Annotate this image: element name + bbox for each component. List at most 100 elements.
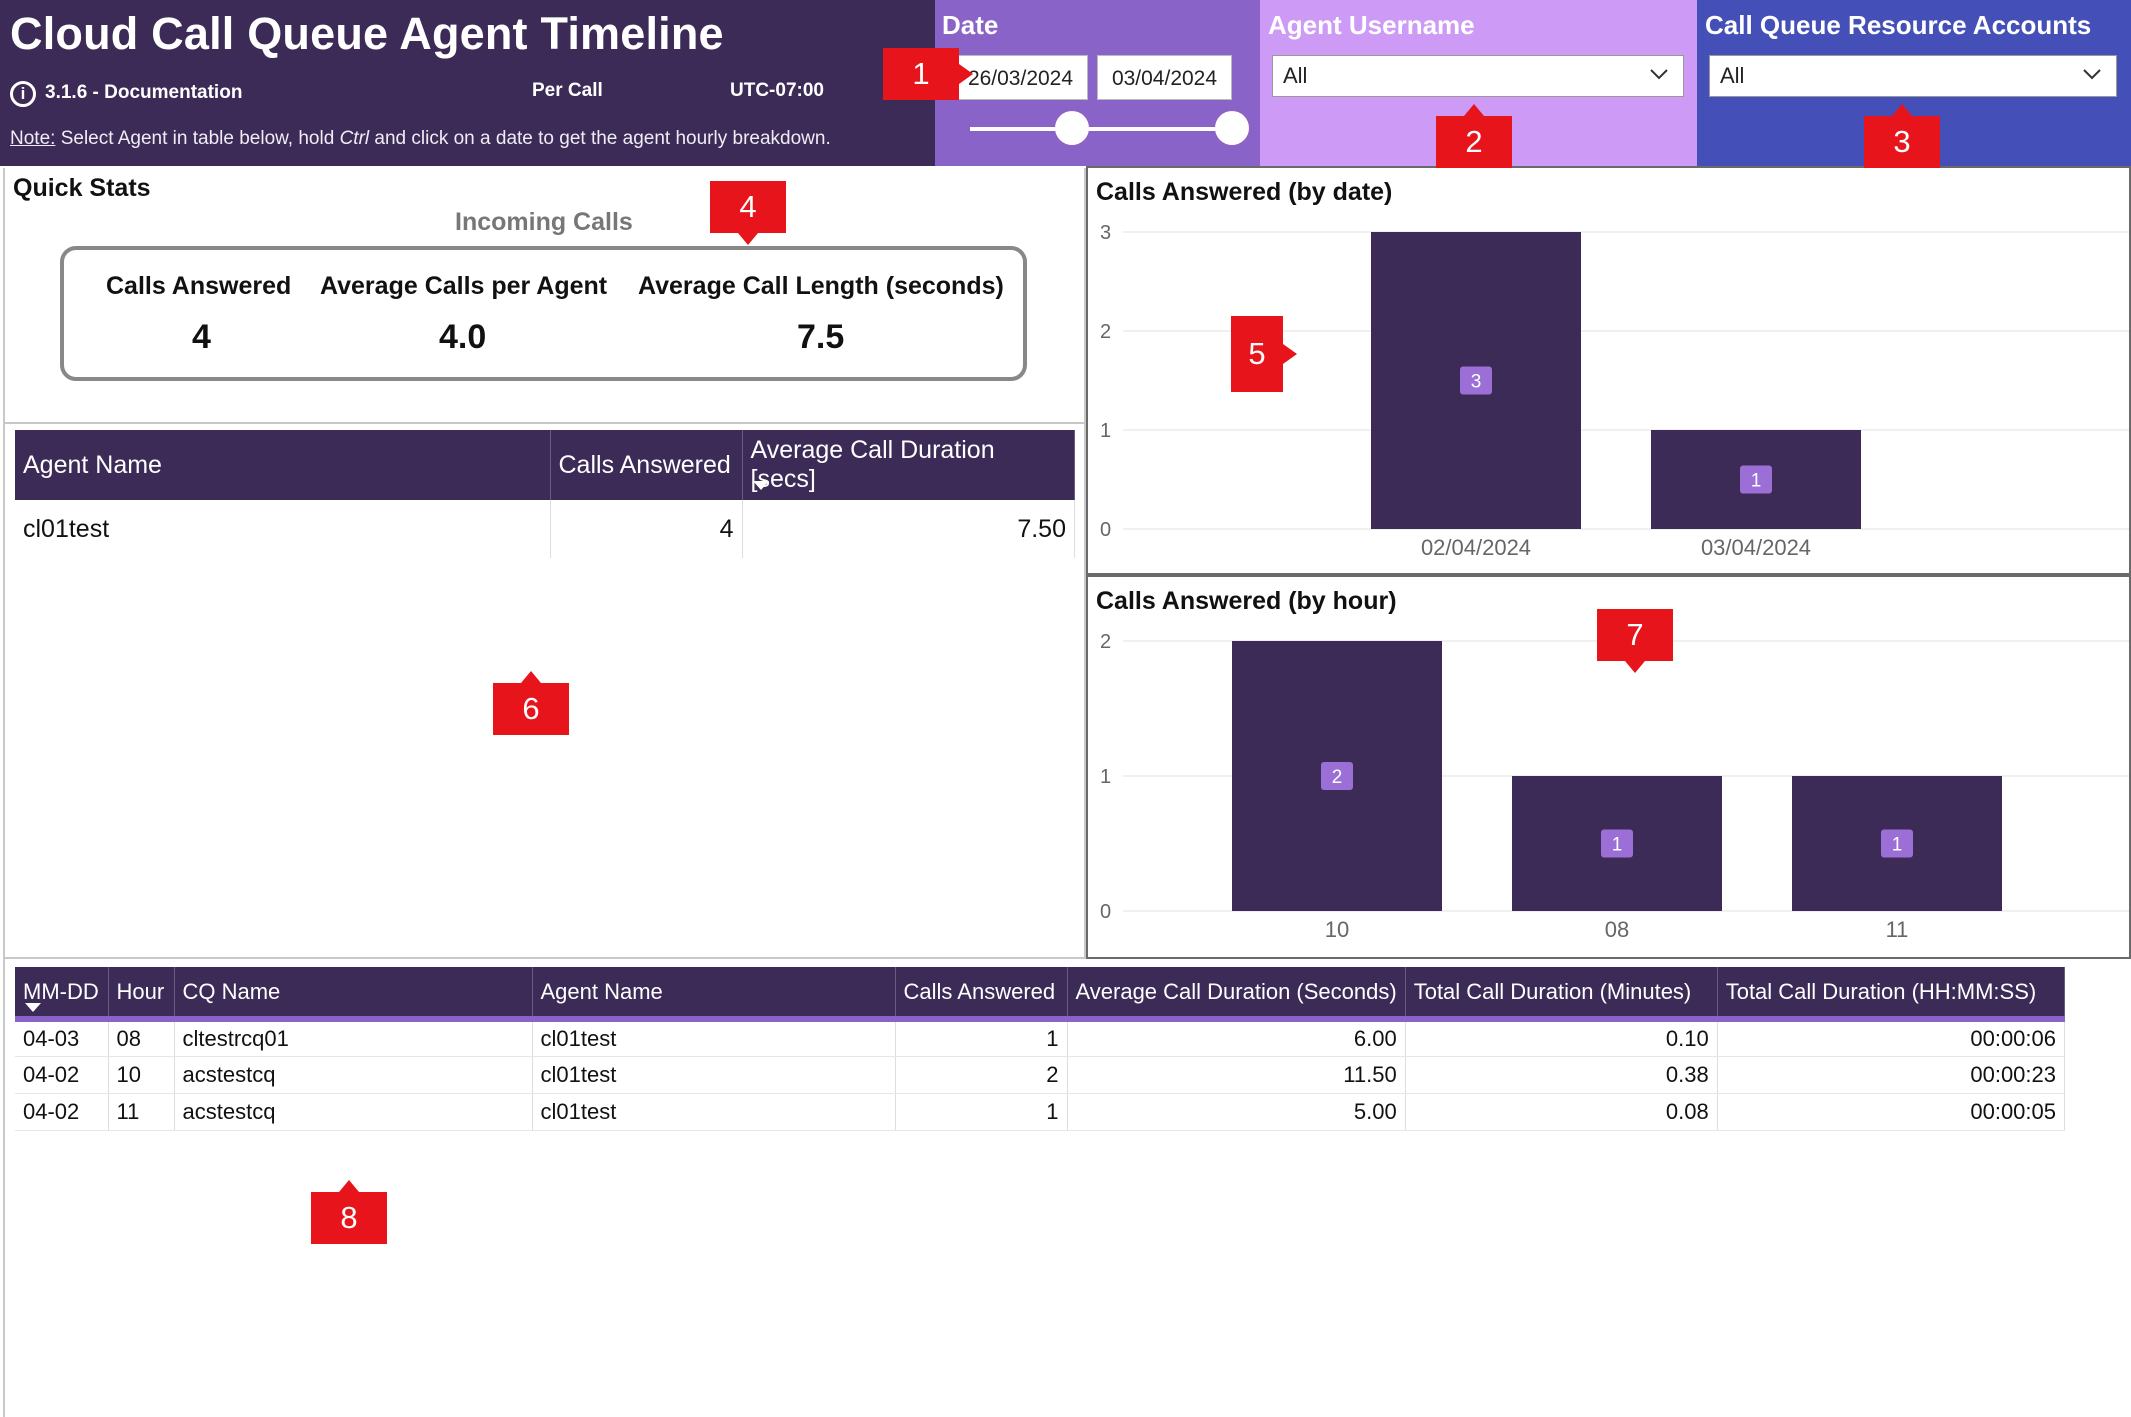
chart-by-date-title: Calls Answered (by date) (1096, 178, 1393, 206)
chevron-down-icon (1650, 69, 1668, 80)
callout-5: 5 (1231, 316, 1297, 392)
calls-answered-cell: 1 (895, 1093, 1068, 1131)
calls-answered-cell: 4 (550, 500, 743, 558)
agent-username-value: All (1283, 63, 1308, 88)
table-row[interactable]: 04-02 11 acstestcq cl01test 1 5.00 0.08 00:00:0… (15, 1093, 2066, 1131)
data-label-badge (1460, 366, 1492, 395)
callout-3-label: 3 (1893, 124, 1911, 159)
col-total-call-duration-hhmmss[interactable]: Total Call Duration (HH:MM:SS) (1717, 967, 2066, 1022)
calls-answered-cell: 2 (895, 1056, 1068, 1094)
page-title: Cloud Call Queue Agent Timeline (10, 8, 724, 59)
quick-stats-subtitle: Incoming Calls (455, 208, 633, 236)
cq-accounts-title: Call Queue Resource Accounts (1705, 10, 2092, 40)
col-total-call-duration-minutes[interactable]: Total Call Duration (Minutes) (1405, 967, 1718, 1022)
col-cq-name[interactable]: CQ Name (174, 967, 533, 1022)
data-label: 3 (1471, 372, 1482, 393)
avg-duration-cell: 5.00 (1067, 1093, 1406, 1131)
x-tick-label: 08 (1605, 917, 1629, 942)
agent-username-title: Agent Username (1268, 10, 1475, 40)
calls-answered-cell: 1 (895, 1019, 1068, 1057)
kpi-calls-answered-label: Calls Answered (106, 272, 292, 300)
date-range-slider-track[interactable] (970, 127, 1235, 131)
callout-1-label: 1 (912, 56, 930, 91)
col-avg-call-duration-seconds[interactable]: Average Call Duration (Seconds) (1067, 967, 1406, 1022)
total-hhmmss-cell: 00:00:05 (1717, 1093, 2066, 1131)
date-filter-panel: Date 26/03/2024 03/04/2024 (935, 0, 1260, 166)
col-agent-name[interactable]: Agent Name (15, 430, 551, 500)
callout-pointer (1625, 661, 1645, 673)
agent-username-dropdown[interactable]: All (1272, 55, 1684, 97)
cq-name-cell: acstestcq (174, 1056, 533, 1094)
callout-3: 3 (1864, 104, 1940, 168)
cq-accounts-value: All (1720, 63, 1745, 88)
data-label: 2 (1332, 767, 1343, 788)
callout-pointer (738, 233, 758, 245)
col-mm-dd[interactable]: MM-DD (15, 967, 109, 1022)
chevron-down-icon (2083, 69, 2101, 80)
table-row[interactable]: 04-02 10 acstestcq cl01test 2 11.50 0.38 00:00:… (15, 1056, 2066, 1094)
data-label: 1 (1612, 835, 1623, 856)
callout-pointer (339, 1180, 359, 1192)
agent-name-cell: cl01test (532, 1019, 896, 1057)
date-slider-start-handle[interactable] (1055, 111, 1089, 145)
callout-pointer (521, 671, 541, 683)
callout-pointer (1892, 104, 1912, 116)
col-calls-answered[interactable]: Calls Answered (895, 967, 1068, 1022)
agent-name-cell: cl01test (532, 1056, 896, 1094)
date-end-input[interactable]: 03/04/2024 (1097, 55, 1232, 100)
y-tick-label: 0 (1100, 901, 1111, 923)
avg-duration-cell: 7.50 (742, 500, 1075, 558)
date-slider-end-handle[interactable] (1215, 111, 1249, 145)
callout-7-label: 7 (1626, 617, 1644, 652)
documentation-link[interactable]: 3.1.6 - Documentation (45, 82, 243, 103)
y-tick-label: 1 (1100, 420, 1111, 442)
kpi-avg-calls-per-agent-label: Average Calls per Agent (320, 272, 608, 300)
note-text-b: and click on a date to get the agent hou… (369, 128, 831, 149)
cq-accounts-dropdown[interactable]: All (1709, 55, 2117, 97)
y-tick-label: 0 (1100, 519, 1111, 541)
kpi-avg-calls-per-agent-value: 4.0 (439, 318, 487, 356)
note-ctrl: Ctrl (339, 128, 370, 149)
hourly-detail-rows: 04-03 08 cltestrcq01 cl01test 1 6.00 0.10 00:00… (15, 1019, 2066, 1131)
x-tick-label: 10 (1325, 917, 1349, 942)
total-minutes-cell: 0.10 (1405, 1019, 1718, 1057)
total-minutes-cell: 0.38 (1405, 1056, 1718, 1094)
callout-8-label: 8 (340, 1200, 358, 1235)
x-tick-label: 02/04/2024 (1421, 535, 1531, 560)
col-avg-call-duration[interactable]: Average Call Duration [secs] (742, 430, 1075, 500)
col-agent-name[interactable]: Agent Name (532, 967, 896, 1022)
info-icon[interactable]: i (10, 81, 36, 107)
kpi-calls-answered-value: 4 (192, 318, 211, 356)
avg-duration-cell: 11.50 (1067, 1056, 1406, 1094)
mm-dd-cell: 04-02 (15, 1093, 109, 1131)
table-row[interactable]: 04-03 08 cltestrcq01 cl01test 1 6.00 0.10 00:00… (15, 1019, 2066, 1057)
callout-6-label: 6 (522, 691, 540, 726)
total-hhmmss-cell: 00:00:06 (1717, 1019, 2066, 1057)
x-tick-label: 11 (1886, 917, 1909, 942)
callout-6: 6 (493, 671, 569, 735)
hour-cell: 08 (108, 1019, 175, 1057)
chart-by-hour-title: Calls Answered (by hour) (1096, 587, 1397, 615)
date-filter-title: Date (942, 10, 999, 40)
agent-name-cell: cl01test (15, 500, 551, 558)
agent-table: Agent Name Calls Answered Average Call D… (15, 430, 1075, 558)
per-call-label: Per Call (532, 80, 603, 101)
data-label-badge (1321, 762, 1353, 790)
table-row[interactable]: cl01test 4 7.50 (15, 500, 1075, 558)
date-start-input[interactable]: 26/03/2024 (953, 55, 1088, 100)
callout-pointer (1283, 344, 1297, 364)
callout-5-label: 5 (1248, 336, 1266, 371)
total-hhmmss-cell: 00:00:23 (1717, 1056, 2066, 1094)
agent-name-cell: cl01test (532, 1093, 896, 1131)
quick-stats-card: Quick Stats Incoming Calls Calls Answere… (3, 168, 1086, 424)
kpi-avg-call-length-label: Average Call Length (seconds) (638, 272, 1004, 300)
col-calls-answered[interactable]: Calls Answered (550, 430, 743, 500)
data-label: 1 (1751, 471, 1762, 492)
data-label-badge (1601, 829, 1633, 858)
hour-cell: 11 (108, 1093, 175, 1131)
callout-pointer (1464, 104, 1484, 116)
col-avg-call-duration-label: Average Call Duration [secs] (750, 436, 995, 493)
col-hour[interactable]: Hour (108, 967, 175, 1022)
data-label-badge (1881, 829, 1913, 858)
report-header: Cloud Call Queue Agent Timeline i 3.1.6 … (0, 0, 935, 166)
